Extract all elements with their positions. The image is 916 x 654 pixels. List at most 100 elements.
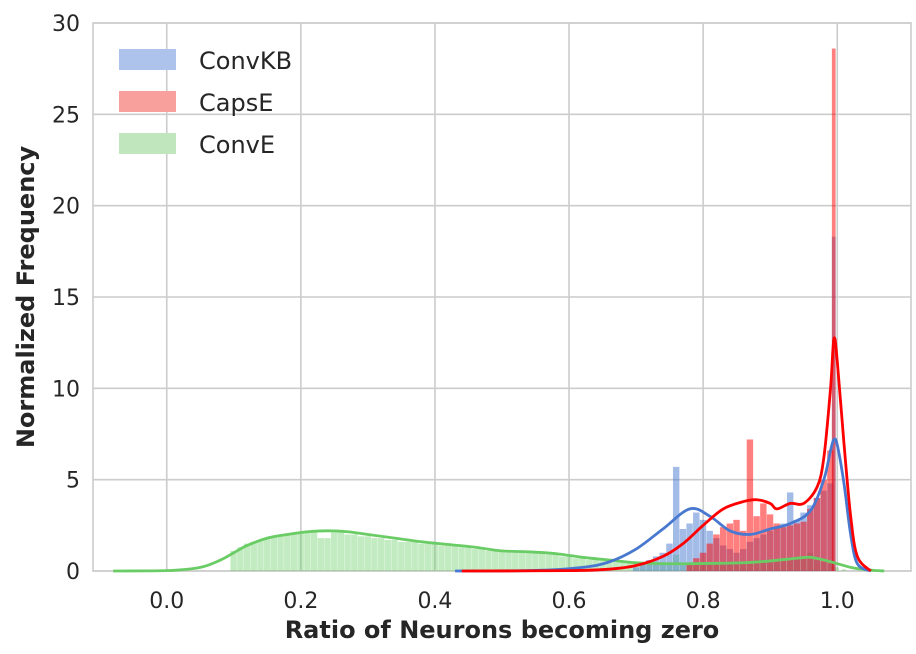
hist-bar (351, 534, 358, 571)
hist-bar (646, 560, 653, 571)
x-tick-label: 0.4 (417, 589, 452, 614)
hist-bar (411, 541, 418, 571)
histogram-capse (686, 48, 836, 571)
y-tick-label: 20 (52, 195, 80, 220)
y-tick-label: 25 (52, 103, 80, 128)
hist-bar (243, 543, 251, 571)
hist-bar (579, 558, 586, 571)
hist-bar (753, 516, 760, 571)
legend-swatch (119, 49, 176, 70)
legend-label: CapsE (199, 89, 273, 117)
hist-bar (525, 550, 532, 571)
y-tick-labels: 0 5 10 15 20 25 30 (52, 12, 80, 585)
hist-bar (451, 545, 459, 571)
hist-bar (599, 560, 606, 571)
x-tick-labels: 0.0 0.2 0.4 0.6 0.8 1.0 (149, 589, 854, 614)
hist-bar (780, 527, 787, 571)
hist-bar (304, 530, 311, 571)
hist-bar (458, 547, 465, 571)
hist-bar (270, 536, 278, 571)
kde-line-capse (461, 336, 872, 573)
legend-item-capse: CapsE (119, 89, 273, 117)
kde-line-conve (113, 529, 885, 573)
hist-bar (371, 538, 378, 571)
hist-bar (706, 543, 713, 571)
hist-bar (831, 48, 836, 571)
hist-bar (498, 550, 506, 571)
x-tick-label: 0.6 (552, 589, 587, 614)
hist-bar (344, 534, 351, 571)
hist-bar (619, 561, 626, 571)
hist-bar (297, 532, 304, 571)
hist-bar (835, 567, 839, 571)
kde-line-convkb (455, 437, 872, 573)
hist-bar (331, 532, 338, 571)
hist-bar (639, 563, 646, 571)
legend-item-conve: ConvE (119, 131, 275, 159)
hist-bar (699, 552, 707, 571)
hist-bar (538, 552, 546, 571)
hist-bar (391, 539, 398, 571)
y-tick-label: 0 (66, 560, 80, 585)
hist-bar (324, 538, 331, 571)
hist-bar (740, 530, 747, 571)
hist-bar (686, 563, 693, 571)
hist-bar (612, 561, 620, 571)
hist-bar (284, 534, 291, 571)
x-tick-label: 0.2 (283, 589, 318, 614)
kde-curves (113, 336, 885, 573)
hist-bar (679, 528, 687, 571)
hist-bar (491, 550, 499, 571)
hist-bar (310, 530, 318, 571)
hist-bar (813, 497, 821, 571)
hist-bar (250, 541, 257, 571)
hist-bar (693, 512, 700, 571)
hist-bar (841, 569, 846, 571)
hist-bar (565, 556, 573, 571)
legend-label: ConvE (199, 131, 275, 159)
grid-lines (92, 22, 912, 572)
hist-bar (820, 479, 827, 571)
hist-bar (827, 450, 834, 571)
y-tick-label: 10 (52, 377, 80, 402)
hist-bar (746, 439, 754, 571)
hist-bar (793, 523, 801, 571)
hist-bar (424, 543, 432, 571)
legend-swatch (119, 133, 176, 154)
hist-bar (572, 558, 579, 571)
hist-bar (237, 547, 244, 571)
hist-bar (760, 503, 767, 571)
hist-bar (230, 550, 237, 571)
y-tick-label: 5 (66, 469, 80, 494)
hist-bar (773, 523, 780, 571)
hist-bar (290, 532, 298, 571)
hist-bar (605, 561, 613, 571)
hist-bar (263, 538, 271, 571)
legend-label: ConvKB (199, 47, 292, 75)
hist-bar (357, 536, 365, 571)
legend-swatch (119, 91, 176, 112)
legend-item-convkb: ConvKB (119, 47, 292, 75)
hist-bar (766, 514, 774, 571)
hist-bar (719, 527, 727, 571)
hist-bar (545, 554, 552, 571)
hist-bar (445, 545, 452, 571)
hist-bar (317, 538, 325, 571)
x-tick-label: 0.8 (686, 589, 721, 614)
hist-bar (257, 539, 264, 571)
hist-bar (686, 523, 693, 571)
y-axis-label: Normalized Frequency (12, 145, 40, 448)
hist-bar (465, 547, 472, 571)
y-tick-label: 15 (52, 286, 80, 311)
x-tick-label: 0.0 (149, 589, 184, 614)
hist-bar (404, 541, 412, 571)
hist-bar (438, 545, 445, 571)
hist-bar (364, 536, 371, 571)
hist-bar (632, 567, 640, 571)
hist-bar (398, 541, 405, 571)
x-tick-label: 1.0 (820, 589, 855, 614)
hist-bar (733, 519, 740, 571)
hist-bar (418, 543, 425, 571)
hist-bar (713, 534, 720, 571)
